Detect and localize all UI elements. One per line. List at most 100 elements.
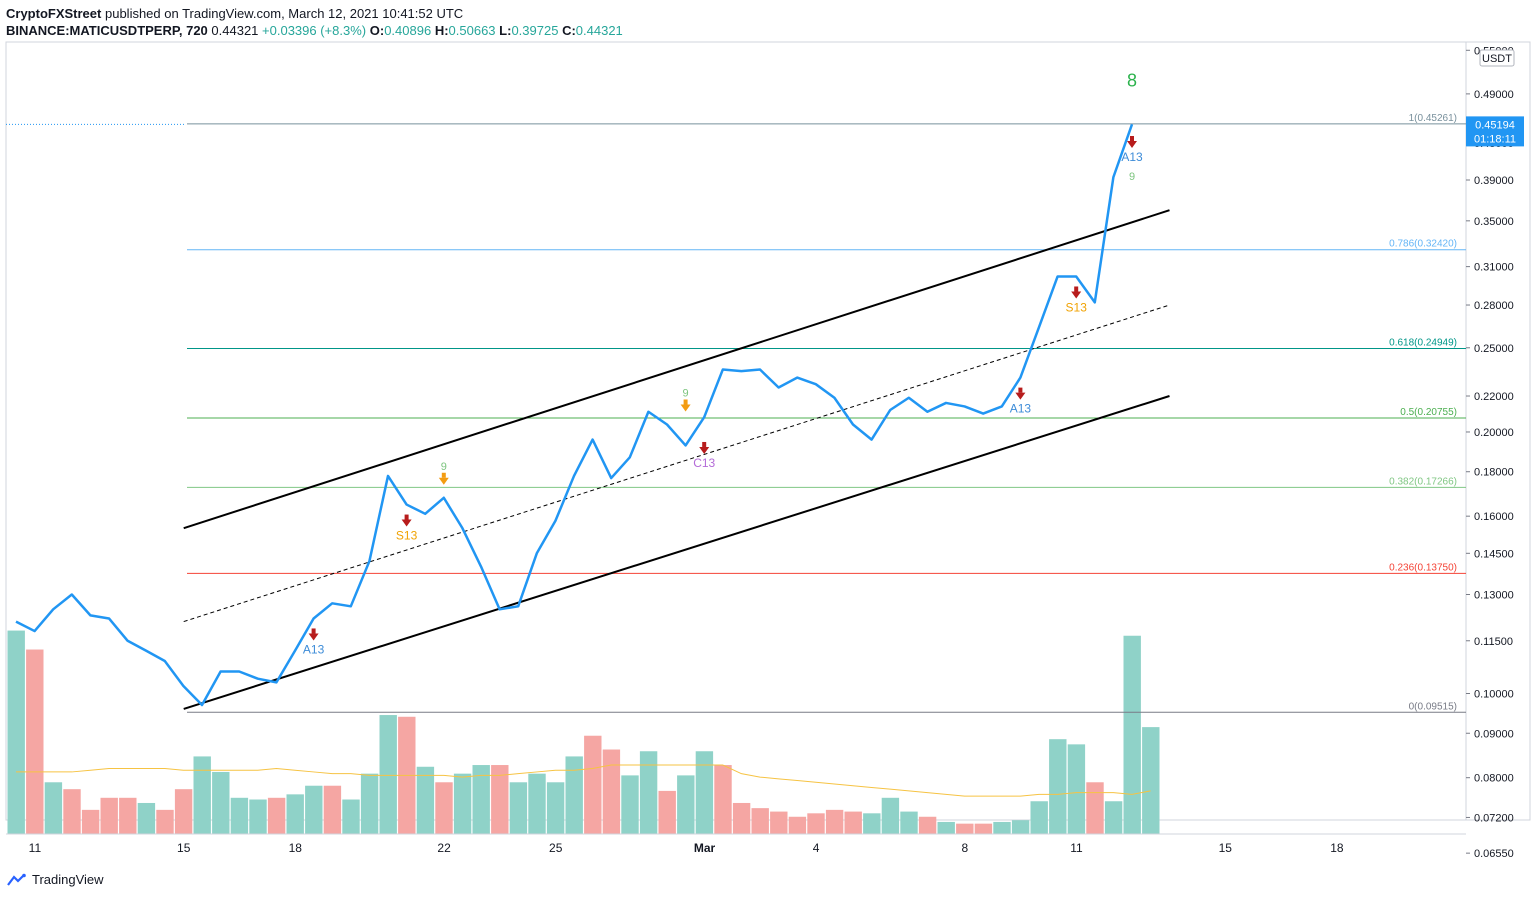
volume-bar bbox=[956, 823, 974, 834]
sell-arrow-icon bbox=[680, 404, 691, 412]
footer-brand: TradingView bbox=[32, 872, 104, 887]
current-price-label: 0.45194 bbox=[1475, 119, 1515, 131]
volume-bar bbox=[267, 797, 286, 834]
price-change: +0.03396 (+8.3%) bbox=[262, 23, 367, 38]
y-tick-label: 0.35000 bbox=[1474, 216, 1514, 228]
high-label: H: bbox=[434, 23, 449, 38]
sell-arrow-stem bbox=[1018, 387, 1023, 393]
volume-bar bbox=[323, 785, 342, 834]
fib-level-label: 0.618(0.24949) bbox=[1389, 338, 1457, 349]
volume-bar bbox=[360, 773, 379, 834]
price-axis-frame bbox=[1465, 41, 1531, 821]
sequential-count-label: 9 bbox=[1129, 171, 1135, 183]
volume-bar bbox=[491, 765, 509, 834]
volume-bar bbox=[602, 749, 621, 834]
y-tick-label: 0.25000 bbox=[1474, 343, 1514, 355]
sell-arrow-icon bbox=[401, 519, 412, 527]
currency-label: USDT bbox=[1482, 53, 1512, 65]
sell-arrow-stem bbox=[1130, 136, 1134, 142]
volume-bar bbox=[81, 809, 100, 834]
volume-bar bbox=[249, 799, 267, 834]
countdown-label: A13 bbox=[1010, 402, 1032, 416]
volume-bar bbox=[509, 782, 528, 834]
currency-badge bbox=[1479, 49, 1515, 67]
volume-bar bbox=[937, 821, 955, 834]
volume-bar bbox=[286, 794, 304, 834]
x-tick-label: 15 bbox=[177, 841, 191, 855]
volume-bar bbox=[770, 811, 788, 834]
countdown-label: S13 bbox=[1066, 300, 1088, 314]
volume-bar bbox=[565, 756, 583, 834]
y-tick-label: 0.28000 bbox=[1474, 300, 1514, 312]
bar-countdown-label: 01:18:11 bbox=[1474, 133, 1516, 145]
volume-bar bbox=[435, 782, 453, 834]
countdown-label: S13 bbox=[396, 529, 418, 543]
volume-bar bbox=[1123, 635, 1141, 834]
x-tick-label: 22 bbox=[437, 841, 451, 855]
volume-bar bbox=[7, 630, 25, 834]
fib-level-label: 0.382(0.17266) bbox=[1389, 476, 1457, 487]
volume-bar bbox=[658, 790, 676, 834]
volume-bar bbox=[44, 782, 63, 834]
low-value: 0.39725 bbox=[511, 23, 559, 38]
volume-bar bbox=[528, 773, 546, 834]
close-label: C: bbox=[562, 23, 576, 38]
volume-bar bbox=[807, 813, 825, 834]
x-tick-label: 18 bbox=[289, 841, 303, 855]
volume-bar bbox=[751, 808, 769, 834]
x-tick-label: 4 bbox=[813, 841, 820, 855]
sell-arrow-stem bbox=[1074, 286, 1079, 292]
countdown-label: A13 bbox=[303, 642, 325, 656]
volume-bar bbox=[1011, 820, 1030, 834]
fib-level-label: 0(0.09515) bbox=[1409, 701, 1457, 712]
plot-frame bbox=[5, 41, 1467, 821]
volume-bar bbox=[621, 775, 639, 834]
volume-bar bbox=[1086, 782, 1104, 834]
volume-bar bbox=[453, 773, 472, 834]
open-value: 0.40896 bbox=[384, 23, 432, 38]
setup-count-label: 9 bbox=[441, 461, 447, 473]
volume-bar bbox=[100, 797, 118, 834]
volume-bar bbox=[677, 775, 695, 834]
channel-upper-line bbox=[183, 209, 1170, 530]
x-tick-label: 15 bbox=[1219, 841, 1233, 855]
fib-level-label: 1(0.45261) bbox=[1409, 113, 1457, 124]
fib-level-label: 0.5(0.20755) bbox=[1400, 407, 1457, 418]
sell-arrow-stem bbox=[441, 472, 446, 478]
volume-bar bbox=[230, 797, 249, 834]
volume-bar bbox=[137, 802, 156, 834]
volume-bar bbox=[900, 811, 918, 834]
sell-arrow-icon bbox=[1127, 141, 1137, 149]
volume-bar bbox=[342, 799, 360, 834]
y-tick-label: 0.08000 bbox=[1474, 773, 1514, 785]
open-label: O: bbox=[369, 23, 385, 38]
sell-arrow-icon bbox=[1015, 392, 1026, 400]
y-tick-label: 0.06550 bbox=[1474, 848, 1514, 860]
volume-bar bbox=[305, 785, 323, 834]
symbol-name: BINANCE:MATICUSDTPERP, 720 bbox=[6, 23, 208, 38]
volume-bar bbox=[156, 809, 174, 834]
volume-bar bbox=[844, 811, 862, 834]
volume-bar bbox=[416, 766, 435, 834]
x-tick-label: 25 bbox=[549, 841, 563, 855]
sell-arrow-icon bbox=[438, 477, 449, 485]
sell-arrow-icon bbox=[699, 446, 710, 454]
sequential-count-label: 8 bbox=[1127, 70, 1137, 90]
fib-level-label: 0.786(0.32420) bbox=[1389, 239, 1457, 250]
volume-bar bbox=[119, 797, 137, 834]
price-chart[interactable]: 1.272(0.69166)1(0.45261)0.786(0.32420)0.… bbox=[0, 0, 1536, 870]
y-tick-label: 0.20000 bbox=[1474, 427, 1514, 439]
y-tick-label: 0.09000 bbox=[1474, 728, 1514, 740]
y-tick-label: 0.07200 bbox=[1474, 812, 1514, 824]
volume-bar bbox=[1067, 744, 1086, 834]
sell-arrow-icon bbox=[1071, 291, 1082, 299]
channel-lower-line bbox=[183, 395, 1170, 710]
footer: TradingView bbox=[6, 872, 104, 887]
volume-bar bbox=[993, 821, 1011, 834]
volume-bar bbox=[863, 813, 881, 834]
volume-bar bbox=[788, 816, 807, 834]
price-line bbox=[15, 123, 1134, 707]
volume-bar bbox=[639, 751, 658, 834]
y-tick-label: 0.31000 bbox=[1474, 262, 1514, 274]
current-price-badge bbox=[1466, 116, 1524, 147]
